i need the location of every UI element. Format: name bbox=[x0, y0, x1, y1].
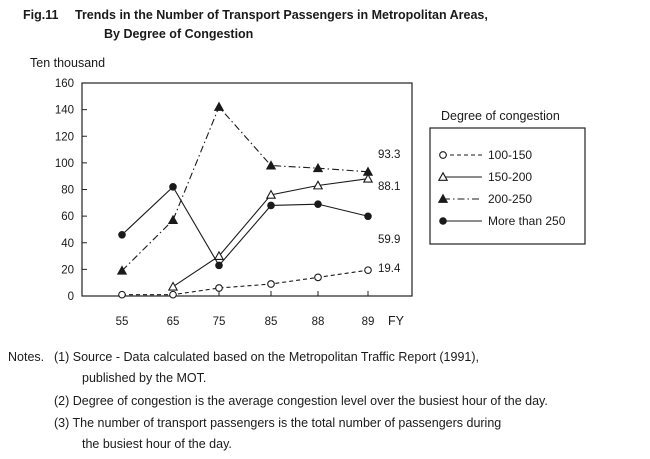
series-1 bbox=[167, 173, 374, 291]
data-point bbox=[312, 180, 324, 190]
data-point bbox=[314, 273, 322, 282]
data-point bbox=[364, 266, 372, 275]
legend-label: 200-250 bbox=[488, 192, 532, 206]
chart-title-line2: By Degree of Congestion bbox=[104, 27, 254, 41]
y-tick-label: 160 bbox=[55, 78, 74, 90]
note-2: (2) Degree of congestion is the average … bbox=[54, 394, 548, 408]
y-tick-label: 100 bbox=[55, 158, 74, 170]
legend-frame bbox=[429, 127, 586, 245]
end-value-label: 88.1 bbox=[378, 181, 400, 193]
line-chart: Ten thousand FY 0 20 40 60 80 100 120 140 160 55… bbox=[30, 56, 586, 328]
y-tick-label: 140 bbox=[55, 105, 74, 117]
data-point bbox=[362, 173, 374, 183]
data-point bbox=[215, 284, 223, 292]
data-point bbox=[314, 200, 322, 208]
x-tick-label: 55 bbox=[116, 316, 129, 328]
series-group bbox=[116, 101, 374, 299]
end-labels: 19.4 88.1 93.3 59.9 bbox=[378, 149, 401, 275]
data-point bbox=[265, 160, 277, 170]
data-point bbox=[267, 280, 275, 288]
data-point bbox=[118, 230, 126, 239]
note-3-line2: the busiest hour of the day. bbox=[82, 437, 232, 451]
y-tick-label: 60 bbox=[61, 211, 74, 223]
data-point bbox=[267, 201, 275, 210]
series-0 bbox=[118, 266, 372, 299]
y-tick-label: 20 bbox=[61, 264, 74, 276]
plot-area-frame bbox=[81, 82, 413, 297]
legend-entry: 200-250 bbox=[437, 192, 532, 206]
end-value-label: 59.9 bbox=[378, 234, 400, 246]
data-point bbox=[215, 261, 223, 270]
legend-label: 100-150 bbox=[488, 148, 532, 162]
notes-prefix: Notes. bbox=[8, 350, 45, 364]
legend-entry: 150-200 bbox=[437, 170, 532, 184]
series-line bbox=[121, 105, 369, 272]
x-tick-label: 75 bbox=[213, 316, 226, 328]
y-axis-label: Ten thousand bbox=[30, 56, 105, 70]
end-value-label: 19.4 bbox=[378, 263, 401, 275]
chart-title-line1: Trends in the Number of Transport Passen… bbox=[75, 8, 488, 22]
y-axis: 0 20 40 60 80 100 120 140 160 bbox=[55, 78, 87, 303]
data-point bbox=[167, 214, 179, 225]
y-tick-label: 120 bbox=[55, 131, 74, 143]
legend-entry: 100-150 bbox=[439, 148, 532, 162]
legend-title: Degree of congestion bbox=[441, 109, 560, 123]
legend-marker bbox=[439, 217, 447, 225]
y-tick-label: 0 bbox=[68, 291, 74, 303]
legend-label: 150-200 bbox=[488, 170, 532, 184]
note-1-line1: (1) Source - Data calculated based on th… bbox=[54, 350, 479, 364]
note-1-line2: published by the MOT. bbox=[82, 371, 207, 385]
x-axis: 55 65 75 85 88 89 bbox=[116, 291, 375, 328]
x-axis-label: FY bbox=[388, 314, 405, 328]
legend-marker bbox=[439, 151, 447, 159]
series-3 bbox=[118, 183, 372, 270]
data-point bbox=[169, 290, 177, 299]
end-value-label: 93.3 bbox=[378, 149, 400, 161]
x-tick-label: 88 bbox=[312, 316, 325, 328]
data-point bbox=[167, 281, 179, 291]
legend-entry: More than 250 bbox=[439, 214, 566, 228]
legend-marker bbox=[437, 171, 449, 181]
data-point bbox=[213, 101, 225, 111]
series-line bbox=[122, 269, 369, 296]
data-point bbox=[118, 290, 126, 299]
data-point bbox=[312, 162, 324, 173]
figure-number: Fig.11 bbox=[23, 8, 59, 22]
x-tick-label: 89 bbox=[362, 316, 375, 328]
data-point bbox=[265, 189, 277, 199]
y-tick-label: 40 bbox=[61, 238, 74, 250]
x-tick-label: 85 bbox=[265, 316, 278, 328]
series-2 bbox=[116, 101, 374, 275]
legend-label: More than 250 bbox=[488, 214, 566, 228]
legend-marker bbox=[437, 193, 449, 203]
y-tick-label: 80 bbox=[61, 185, 74, 197]
series-line bbox=[121, 185, 369, 267]
data-point bbox=[213, 250, 225, 260]
data-point bbox=[116, 265, 128, 275]
data-point bbox=[362, 166, 374, 176]
x-tick-label: 65 bbox=[167, 316, 180, 328]
data-point bbox=[364, 212, 372, 221]
legend: Degree of congestion 100-150 150-200 200-2… bbox=[429, 109, 586, 245]
note-3-line1: (3) The number of transport passengers i… bbox=[54, 416, 502, 430]
data-point bbox=[169, 183, 177, 191]
